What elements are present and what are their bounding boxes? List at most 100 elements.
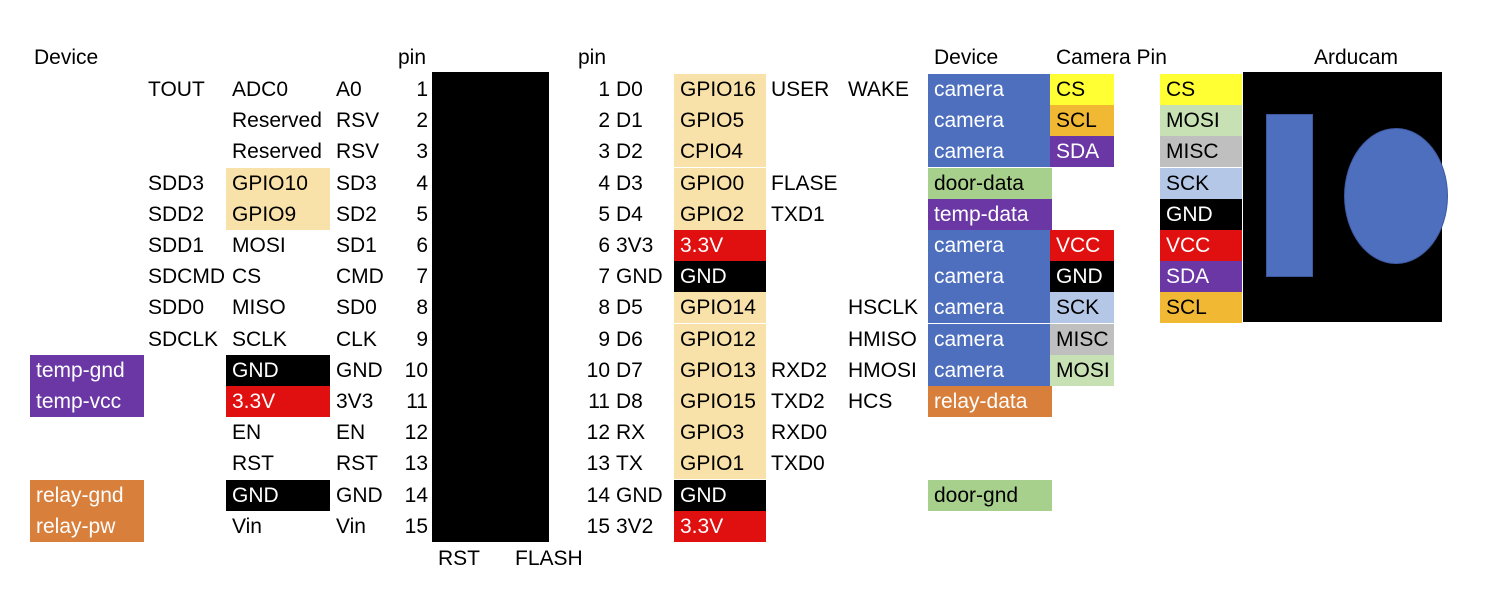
left-pin-number: 7 xyxy=(416,265,428,288)
right-pin-name: 3V3 xyxy=(616,234,654,257)
left-pin-name: Vin xyxy=(336,515,366,538)
left-device-label: temp-vcc xyxy=(30,386,144,417)
board-flash-label: FLASH xyxy=(515,547,583,570)
left-pin-number: 9 xyxy=(416,328,428,351)
right-function-cell: GPIO14 xyxy=(674,292,766,323)
left-device-label: relay-gnd xyxy=(30,480,144,511)
arducam-pin-cell: VCC xyxy=(1160,230,1242,261)
left-pin-number: 2 xyxy=(416,109,428,132)
left-pin-name: RSV xyxy=(336,140,380,163)
left-pin-number: 1 xyxy=(416,78,428,101)
left-device-label: temp-gnd xyxy=(30,355,144,386)
left-pin-name: RST xyxy=(336,452,378,475)
arducam-pin-cell: SCK xyxy=(1160,168,1242,199)
right-function-cell: GPIO5 xyxy=(674,105,766,136)
right-extra-function: TXD1 xyxy=(771,203,825,226)
left-function-cell: MISO xyxy=(232,296,286,319)
right-pin-name: GND xyxy=(616,265,663,288)
right-extra-function: TXD2 xyxy=(771,390,825,413)
right-pin-name: D2 xyxy=(616,140,643,163)
left-alt-function: SDCLK xyxy=(148,328,219,351)
left-pin-number: 11 xyxy=(406,390,428,413)
right-device-label: temp-data xyxy=(928,199,1052,230)
left-pin-number: 14 xyxy=(404,484,428,507)
left-function-cell: GPIO9 xyxy=(226,199,330,230)
right-pin-name: D5 xyxy=(616,296,643,319)
header-pin-right: pin xyxy=(578,46,607,69)
right-hspi-function: HMISO xyxy=(848,328,917,351)
arducam-lens-shape xyxy=(1344,128,1448,264)
header-pin-left: pin xyxy=(398,46,427,69)
left-function-cell: Reserved xyxy=(232,140,322,163)
arducam-pin-cell: MISC xyxy=(1160,136,1242,167)
right-hspi-function: HMOSI xyxy=(848,359,917,382)
right-pin-name: D0 xyxy=(616,78,643,101)
board-rst-label: RST xyxy=(438,547,480,570)
camera-pin-cell: MISC xyxy=(1050,324,1114,355)
right-device-label: camera xyxy=(928,261,1052,292)
right-function-cell: GPIO16 xyxy=(674,74,766,105)
left-function-cell: GND xyxy=(226,355,330,386)
left-pin-name: GND xyxy=(336,484,383,507)
right-function-cell: GPIO3 xyxy=(674,417,766,448)
right-extra-function: RXD0 xyxy=(771,421,828,444)
right-pin-number: 1 xyxy=(598,78,610,101)
right-pin-number: 2 xyxy=(598,109,610,132)
right-hspi-function: HCS xyxy=(848,390,893,413)
arducam-pin-cell: CS xyxy=(1160,74,1242,105)
left-pin-name: SD0 xyxy=(336,296,377,319)
right-hspi-function: HSCLK xyxy=(848,296,919,319)
esp8266-board xyxy=(432,72,549,542)
right-device-label: relay-data xyxy=(928,386,1052,417)
camera-pin-cell: SCL xyxy=(1050,105,1114,136)
left-pin-name: SD3 xyxy=(336,172,377,195)
right-device-label: camera xyxy=(928,230,1052,261)
header-camera-pin: Camera Pin xyxy=(1056,46,1167,69)
left-function-cell: CS xyxy=(232,265,262,288)
camera-pin-cell: SDA xyxy=(1050,136,1114,167)
left-function-cell: Vin xyxy=(232,515,262,538)
left-alt-function: SDD2 xyxy=(148,203,205,226)
left-alt-function: SDD1 xyxy=(148,234,205,257)
left-pin-name: A0 xyxy=(336,78,362,101)
header-device-left: Device xyxy=(34,46,99,69)
left-alt-function: TOUT xyxy=(148,78,205,101)
left-pin-name: SD2 xyxy=(336,203,377,226)
right-pin-number: 8 xyxy=(598,296,610,319)
arducam-pin-cell: GND xyxy=(1160,199,1242,230)
left-pin-name: CMD xyxy=(336,265,384,288)
arducam-pin-cell: MOSI xyxy=(1160,105,1242,136)
left-pin-name: RSV xyxy=(336,109,380,132)
right-pin-number: 4 xyxy=(598,172,610,195)
arducam-pin-cell: SCL xyxy=(1160,292,1242,323)
right-function-cell: 3.3V xyxy=(674,230,766,261)
right-pin-number: 15 xyxy=(586,515,610,538)
left-pin-number: 12 xyxy=(404,421,428,444)
left-pin-number: 10 xyxy=(404,359,428,382)
left-function-cell: ADC0 xyxy=(232,78,289,101)
right-function-cell: CPIO4 xyxy=(674,136,766,167)
right-extra-function: FLASE xyxy=(771,172,838,195)
right-device-label: camera xyxy=(928,105,1052,136)
right-function-cell: GPIO0 xyxy=(674,168,766,199)
right-function-cell: GND xyxy=(674,261,766,292)
left-function-cell: Reserved xyxy=(232,109,322,132)
left-pin-name: 3V3 xyxy=(336,390,374,413)
left-pin-name: EN xyxy=(336,421,366,444)
left-pin-number: 8 xyxy=(416,296,428,319)
right-pin-number: 13 xyxy=(586,452,610,475)
camera-pin-cell: MOSI xyxy=(1050,355,1114,386)
arducam-rect-shape xyxy=(1266,114,1313,277)
left-pin-number: 5 xyxy=(416,203,428,226)
right-pin-name: D7 xyxy=(616,359,643,382)
right-pin-number: 12 xyxy=(586,421,610,444)
left-pin-number: 3 xyxy=(416,140,428,163)
arducam-pin-cell: SDA xyxy=(1160,261,1242,292)
right-function-cell: 3.3V xyxy=(674,511,766,542)
right-function-cell: GPIO1 xyxy=(674,448,766,479)
left-function-cell: GND xyxy=(226,480,330,511)
left-pin-name: GND xyxy=(336,359,383,382)
left-alt-function: SDD0 xyxy=(148,296,205,319)
right-device-label: camera xyxy=(928,324,1052,355)
right-pin-number: 5 xyxy=(598,203,610,226)
